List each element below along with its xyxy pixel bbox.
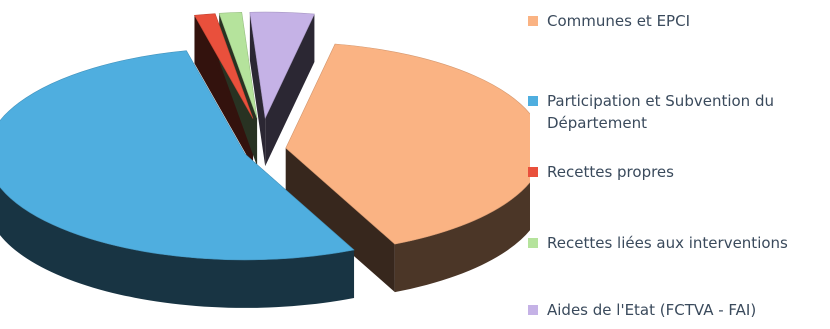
legend-swatch [528, 96, 538, 106]
pie-wall-4-1 [265, 14, 315, 167]
pie-slice-participation-et-subvention-du-departement [0, 50, 355, 261]
pie-slice-recettes-propres [193, 13, 254, 119]
legend-label: Recettes propres [547, 161, 674, 183]
pie-slice-communes-et-epci [285, 43, 530, 245]
pie-chart-svg [0, 11, 530, 308]
pie-chart [0, 11, 530, 308]
legend-item: Recettes propres [528, 161, 674, 183]
legend-label-line: Recettes propres [547, 163, 674, 181]
legend-item: Participation et Subvention du Départemen… [528, 90, 774, 134]
legend-label: Communes et EPCI [547, 10, 690, 32]
pie-wall-0-1 [285, 148, 395, 293]
legend-swatch [528, 16, 538, 26]
pie-side-1-0 [0, 187, 355, 308]
legend-label: Aides de l'Etat (FCTVA - FAI) [547, 299, 756, 321]
pie-wall-2-0 [194, 15, 254, 167]
legend-swatch [528, 238, 538, 248]
legend-label-line: Aides de l'Etat (FCTVA - FAI) [547, 301, 757, 319]
legend-label-line: Participation et Subvention du [547, 92, 774, 110]
pie-slice-recettes-liees-aux-interventions [218, 12, 258, 119]
legend-item: Aides de l'Etat (FCTVA - FAI) [528, 299, 756, 321]
legend-label: Recettes liées aux interventions [547, 232, 788, 254]
legend-label-line: Communes et EPCI [547, 12, 690, 30]
legend-label-line: Recettes liées aux interventions [547, 234, 788, 252]
legend-swatch [528, 167, 538, 177]
pie-wall-4-0 [249, 12, 266, 167]
legend-swatch [528, 305, 538, 315]
legend-label-line: Département [547, 114, 647, 132]
chart-legend: Communes et EPCI Participation et Subvent… [528, 0, 828, 329]
pie-slice-aides-de-l-etat-fctva-fai [249, 11, 315, 120]
legend-item: Recettes liées aux interventions [528, 232, 788, 254]
legend-label: Participation et Subvention du Départemen… [547, 90, 774, 134]
legend-item: Communes et EPCI [528, 10, 690, 32]
